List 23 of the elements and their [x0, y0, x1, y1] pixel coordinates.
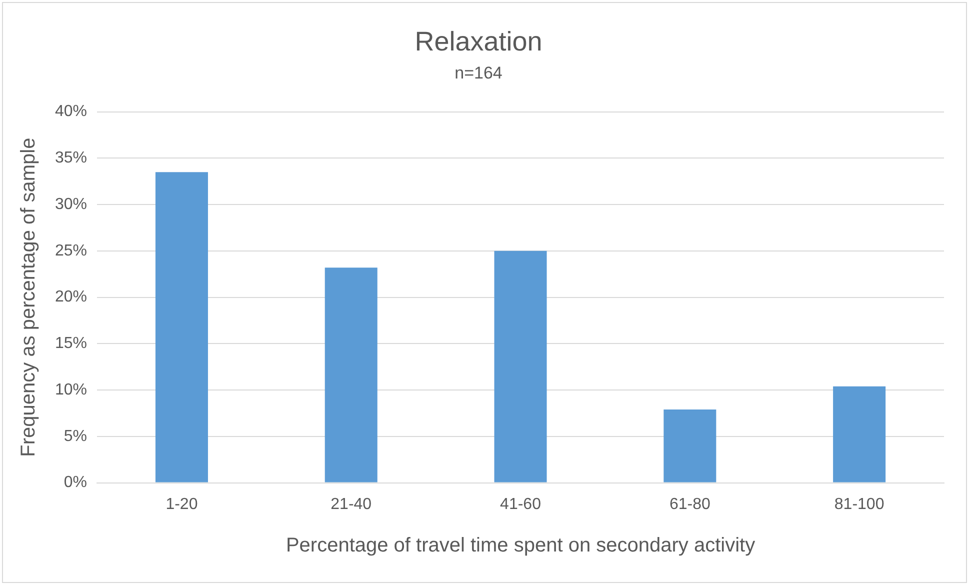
- x-tick-label: 21-40: [330, 496, 372, 513]
- chart-subtitle: n=164: [454, 63, 502, 82]
- y-tick-label: 10%: [54, 381, 88, 398]
- y-tick-label: 35%: [54, 150, 88, 167]
- bar: [664, 410, 716, 482]
- y-tick-label: 40%: [54, 103, 88, 120]
- y-tick-label: 15%: [54, 335, 88, 352]
- bar: [494, 250, 547, 482]
- x-tick-label: 1-20: [166, 496, 198, 513]
- chart-title: Relaxation: [414, 26, 542, 57]
- y-tick-label: 5%: [64, 428, 88, 445]
- bar: [155, 172, 208, 482]
- y-tick-label: 30%: [54, 196, 88, 213]
- x-tick-label: 81-100: [834, 496, 884, 513]
- bar: [833, 386, 886, 482]
- y-axis-title: Frequency as percentage of sample: [18, 138, 40, 457]
- x-tick-label: 61-80: [669, 496, 710, 513]
- x-axis-title: Percentage of travel time spent on secondary activity: [286, 534, 756, 557]
- y-tick-label: 25%: [54, 242, 88, 260]
- bar: [324, 268, 378, 482]
- x-tick-label: 41-60: [500, 496, 542, 513]
- y-tick-label: 0%: [64, 474, 88, 492]
- y-tick-label: 20%: [54, 288, 88, 306]
